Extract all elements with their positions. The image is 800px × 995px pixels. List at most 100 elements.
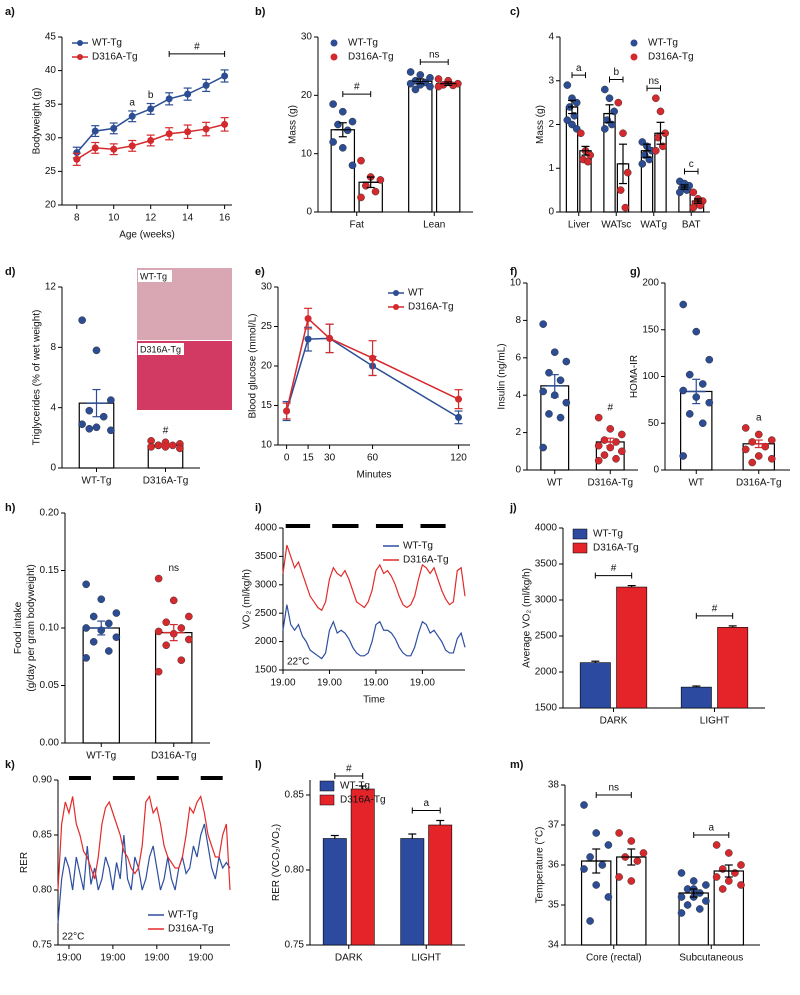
- data-point: [221, 72, 229, 80]
- data-point: [741, 445, 750, 454]
- significance-label: #: [607, 402, 613, 413]
- data-point: [698, 419, 707, 428]
- data-point: [594, 441, 603, 450]
- y-tick-label: 0.15: [40, 565, 60, 576]
- data-point: [411, 85, 420, 94]
- data-point: [689, 188, 698, 197]
- data-point: [633, 857, 642, 865]
- data-point: [73, 149, 81, 157]
- x-tick-label: 12: [145, 213, 157, 224]
- significance-label: #: [163, 425, 169, 436]
- y-tick-label: 0.20: [40, 508, 60, 519]
- data-point: [712, 841, 721, 849]
- data-point: [606, 425, 615, 433]
- data-point: [147, 105, 155, 113]
- data-point: [338, 144, 347, 152]
- data-point: [677, 869, 686, 877]
- data-point: [128, 142, 136, 150]
- y-tick-label: 0: [548, 207, 554, 218]
- data-point: [692, 327, 701, 336]
- data-point: [177, 624, 186, 632]
- y-axis-label: Triglycerides (% of wet weight): [32, 310, 43, 446]
- data-point: [652, 146, 660, 155]
- y-axis-label: Insulin (ng/mL): [497, 343, 508, 409]
- y-tick-label: 36: [548, 860, 560, 871]
- data-point: [563, 116, 572, 124]
- data-point: [78, 420, 86, 429]
- data-point: [689, 877, 698, 885]
- data-point: [184, 90, 192, 98]
- data-point: [426, 74, 434, 82]
- legend-swatch: [393, 290, 399, 296]
- y-tick-label: 10: [301, 148, 313, 159]
- bar: [435, 83, 461, 213]
- y-axis-label: HOMA-IR: [629, 355, 640, 398]
- dark-period: [200, 776, 223, 780]
- data-point: [652, 94, 660, 103]
- y-tick-label: 35: [45, 99, 57, 110]
- y-axis-label: Food intake: [13, 601, 24, 654]
- y-tick-label: 2000: [535, 667, 558, 678]
- legend-label: D316A-Tg: [168, 924, 214, 935]
- significance-label: #: [611, 563, 617, 574]
- data-point: [85, 406, 94, 415]
- y-axis-label: Mass (g): [288, 105, 299, 144]
- significance-label: #: [354, 82, 360, 93]
- panel-label: c): [510, 6, 520, 18]
- y-tick-label: 2: [548, 119, 554, 130]
- data-point: [154, 667, 163, 676]
- panel-label: e): [255, 266, 265, 278]
- y-tick-label: 15: [261, 400, 273, 411]
- y-tick-label: 0.10: [40, 623, 60, 634]
- x-tick-label: D316A-Tg: [587, 478, 633, 489]
- panel-label: f): [510, 266, 518, 278]
- data-point: [455, 413, 463, 421]
- legend-label: WT-Tg: [648, 38, 678, 49]
- legend-swatch: [319, 794, 335, 806]
- data-point: [371, 187, 380, 196]
- x-tick-label: LIGHT: [700, 716, 729, 727]
- series-line: [57, 794, 231, 891]
- y-tick-label: 3: [548, 75, 554, 86]
- data-point: [112, 609, 121, 617]
- y-tick-label: 25: [261, 321, 273, 332]
- data-point: [105, 619, 113, 628]
- data-point: [92, 346, 101, 355]
- y-tick-label: 38: [548, 780, 560, 791]
- legend-label: WT-Tg: [340, 781, 370, 792]
- legend-swatch: [572, 542, 588, 554]
- annotation: 22°C: [287, 657, 309, 668]
- data-point: [761, 442, 770, 451]
- inset-label: WT-Tg: [140, 271, 167, 281]
- data-point: [221, 120, 229, 128]
- data-point: [147, 443, 155, 451]
- data-point: [627, 837, 636, 845]
- data-point: [334, 120, 342, 129]
- panel-label: b): [255, 6, 266, 18]
- data-point: [184, 128, 192, 136]
- legend-swatch: [77, 40, 83, 46]
- data-point: [545, 368, 553, 377]
- data-point: [679, 300, 688, 309]
- data-point: [202, 81, 210, 89]
- y-tick-label: 0.75: [285, 940, 305, 951]
- y-axis-label: Average VO₂ (ml/kg/h): [521, 568, 532, 668]
- panel-label: i): [255, 502, 262, 514]
- data-point: [563, 81, 572, 89]
- panel-label: d): [5, 266, 16, 278]
- data-point: [702, 881, 710, 889]
- y-tick-label: 0.85: [33, 830, 53, 841]
- series-line: [57, 823, 231, 924]
- y-tick-label: 0.80: [285, 865, 305, 876]
- x-tick-label: Subcutaneous: [679, 953, 743, 964]
- legend-swatch: [572, 528, 588, 540]
- y-tick-label: 1: [548, 163, 554, 174]
- data-point: [556, 376, 565, 385]
- y-axis-label: Mass (g): [535, 105, 546, 144]
- data-point: [539, 443, 547, 452]
- y-tick-label: 1500: [255, 665, 278, 676]
- data-point: [185, 612, 193, 621]
- data-point: [615, 829, 623, 837]
- y-tick-label: 40: [45, 65, 57, 76]
- legend-label: D316A-Tg: [92, 52, 138, 63]
